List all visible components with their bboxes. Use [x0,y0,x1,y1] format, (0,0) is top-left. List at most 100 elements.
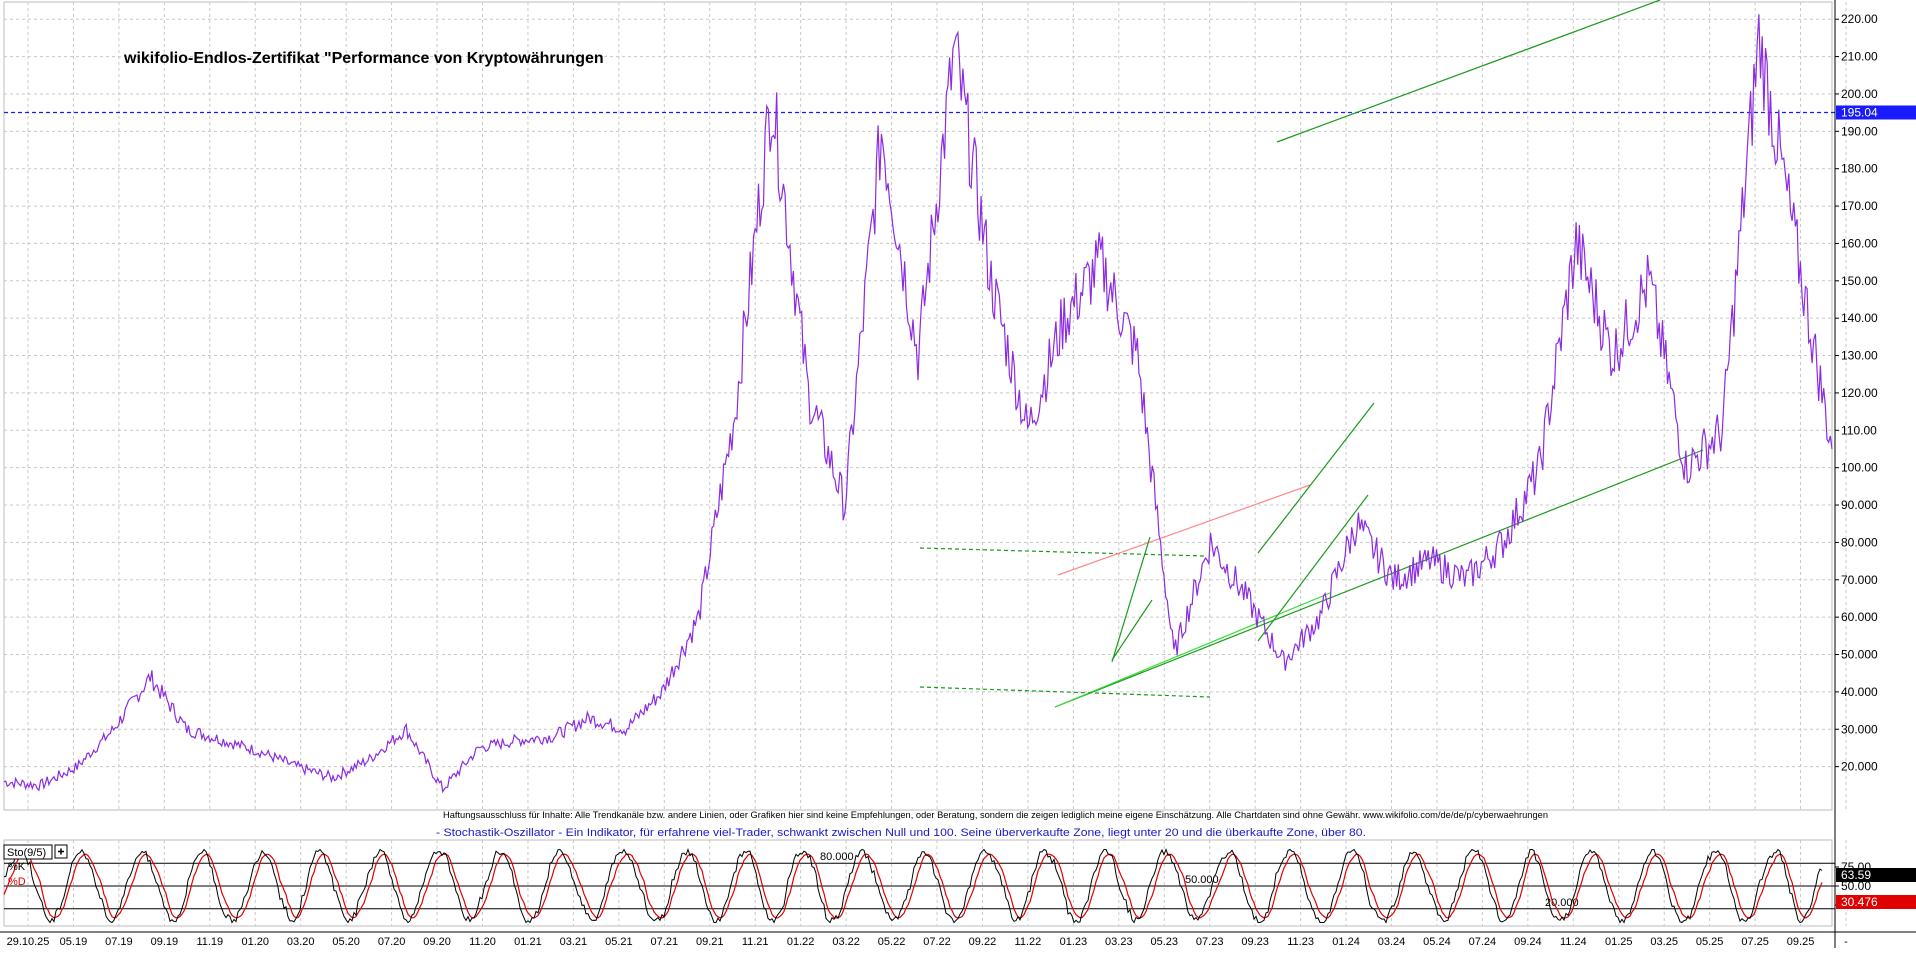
price-panel-frame [3,1,1833,811]
x-tick-label: 09.25 [1787,936,1815,948]
x-tick-label: 03.21 [560,936,588,948]
price-line-group [3,14,1833,794]
trend-line [1111,599,1153,661]
trend-line [1054,449,1704,708]
price-tick-label: 160.00 [1841,236,1878,250]
price-tick-label: 190.00 [1841,124,1878,138]
price-tick-label: 210.00 [1841,50,1878,64]
price-tick-label: 200.00 [1841,87,1878,101]
price-tick-label: 80.000 [1841,535,1878,549]
stoch-lines [3,847,1823,924]
price-tick-label: 170.00 [1841,199,1878,213]
trend-lines [919,0,1704,708]
price-tick-label: 90.000 [1841,498,1878,512]
trend-line [1257,402,1375,554]
trend-line [1057,484,1311,576]
x-tick-label: 09.24 [1514,936,1542,948]
x-tick-label: 29.10.25 [7,936,50,948]
x-tick-label: 01.23 [1060,936,1088,948]
x-tick-label: 05.22 [878,936,906,948]
stoch-d-value-box [1836,895,1916,909]
price-tick-label: 130.00 [1841,349,1878,363]
x-tick-label: 03.23 [1105,936,1133,948]
disclaimer-text: Haftungsausschluss für Inhalte: Alle Tre… [443,810,1548,821]
trend-line [919,686,1211,698]
price-tick-label: 150.00 [1841,274,1878,288]
expand-icon-plus [58,848,64,855]
x-tick-label: 11.20 [469,936,496,948]
price-tick-label: 110.00 [1841,423,1877,437]
trend-line [1054,592,1331,708]
x-tick-label: 07.21 [651,936,679,948]
price-tick-label: 70.000 [1841,573,1878,587]
x-tick-label: - [1844,936,1848,948]
stoch-label: Sto(9/5) [7,847,46,859]
trend-line [919,547,1206,557]
x-tick-label: 05.24 [1423,936,1451,948]
x-tick-label: 09.20 [423,936,451,948]
chart-title: wikifolio-Endlos-Zertifikat "Performance… [123,50,604,67]
x-tick-label: 05.21 [605,936,633,948]
stoch-tick-label: 50.00 [1841,879,1871,893]
stoch-d-line [3,853,1823,919]
x-tick-label: 07.20 [378,936,406,948]
x-tick-label: 03.25 [1650,936,1678,948]
x-tick-label: 09.21 [696,936,724,948]
stoch-k-line [3,847,1823,924]
stoch-k-value-box [1836,868,1916,882]
stoch-legend: Sto(9/5) %K %D [3,844,68,888]
x-tick-label: 07.24 [1469,936,1497,948]
price-line [3,14,1833,794]
x-tick-label: 05.20 [332,936,360,948]
price-tick-label: 180.00 [1841,162,1878,176]
x-tick-label: 07.19 [105,936,133,948]
price-tick-label: 30.000 [1841,722,1878,736]
current-price-box [1836,105,1916,120]
price-tick-label: 120.00 [1841,386,1878,400]
price-tick-label: 40.000 [1841,685,1878,699]
x-tick-label: 11.21 [742,936,769,948]
stoch-panel-frame [3,839,1833,927]
stoch-level-label: 50.000 [1185,874,1219,886]
x-tick-label: 01.24 [1332,936,1360,948]
indicator-note: - Stochastik-Oszillator - Ein Indikator,… [436,827,1366,839]
trend-line [1111,536,1151,663]
stoch-d-label: %D [8,876,26,888]
stoch-level-label: 20.000 [1545,897,1579,909]
x-tick-label: 01.25 [1605,936,1633,948]
x-tick-label: 03.22 [832,936,860,948]
price-tick-label: 100.00 [1841,461,1878,475]
x-tick-label: 01.22 [787,936,815,948]
x-tick-label: 09.23 [1241,936,1269,948]
stoch-d-value: 30.476 [1841,895,1878,909]
x-tick-label: 09.22 [969,936,997,948]
trend-line [1257,494,1369,642]
price-tick-label: 140.00 [1841,311,1878,325]
x-tick-label: 05.19 [60,936,88,948]
x-tick-label: 07.23 [1196,936,1224,948]
price-tick-label: 50.000 [1841,648,1878,662]
price-tick-label: 220.00 [1841,12,1878,26]
x-tick-label: 05.25 [1696,936,1724,948]
x-tick-label: 11.19 [196,936,223,948]
x-tick-label: 07.25 [1741,936,1769,948]
price-tick-label: 60.000 [1841,610,1878,624]
x-tick-label: 05.23 [1150,936,1178,948]
price-grid [3,1,1847,811]
stoch-grid: 80.000 50.000 20.000 [3,839,1847,927]
stoch-k-label: %K [8,861,26,873]
x-tick-label: 11.22 [1015,936,1042,948]
x-tick-label: 01.20 [241,936,269,948]
x-tick-label: 09.19 [151,936,179,948]
x-tick-label: 11.23 [1287,936,1314,948]
x-tick-label: 03.20 [287,936,315,948]
current-price-label: 195.04 [1841,105,1878,119]
stoch-k-value: 63.59 [1841,868,1871,882]
stoch-level-label: 80.000 [820,851,854,863]
x-tick-label: 01.21 [514,936,542,948]
price-tick-label: 20.000 [1841,760,1878,774]
trend-line [1276,0,1661,143]
